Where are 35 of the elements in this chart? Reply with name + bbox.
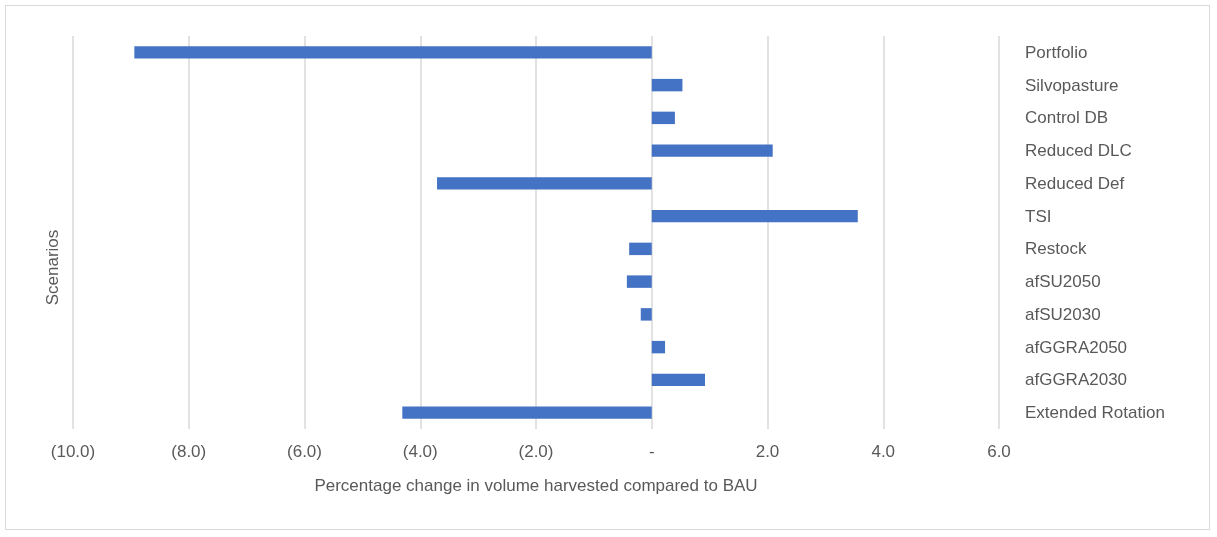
- bar: [437, 177, 652, 190]
- x-tick-label: (2.0): [518, 442, 554, 461]
- y-tick-label: Reduced Def: [1025, 173, 1125, 193]
- bar: [651, 340, 666, 354]
- bar: [651, 78, 683, 92]
- y-tick-label: Restock: [1025, 239, 1087, 259]
- x-tick-label: 2.0: [755, 442, 780, 461]
- x-tick-label: (6.0): [287, 442, 322, 461]
- bar: [651, 111, 675, 125]
- bar: [134, 46, 652, 59]
- x-axis-title: Percentage change in volume harvested compared to BAU: [314, 476, 758, 495]
- x-tick-label: 4.0: [871, 442, 896, 461]
- y-tick-label: afGGRA2030: [1025, 370, 1128, 390]
- y-axis-title: Scenarios: [43, 229, 62, 306]
- y-tick-label: Control DB: [1025, 108, 1109, 128]
- bar: [640, 308, 652, 321]
- bar: [402, 406, 652, 419]
- bar: [626, 275, 652, 288]
- bar: [651, 373, 705, 387]
- x-tick-label: (10.0): [50, 442, 96, 461]
- y-tick-label: afGGRA2050: [1025, 337, 1128, 357]
- y-tick-label: afSU2030: [1025, 304, 1101, 324]
- x-tick-label: -: [648, 442, 655, 461]
- y-tick-label: Extended Rotation: [1025, 403, 1165, 423]
- x-tick-label: (4.0): [402, 442, 438, 461]
- y-tick-label: Portfolio: [1025, 42, 1088, 62]
- bar: [629, 242, 652, 256]
- x-tick-label: (8.0): [171, 442, 207, 461]
- bar: [651, 144, 773, 157]
- y-tick-label: afSU2050: [1025, 272, 1101, 292]
- bar: [651, 209, 858, 223]
- y-tick-label: Reduced DLC: [1025, 141, 1132, 161]
- y-tick-label: TSI: [1025, 206, 1052, 226]
- x-tick-label: 6.0: [987, 442, 1011, 461]
- y-tick-label: Silvopasture: [1025, 75, 1119, 95]
